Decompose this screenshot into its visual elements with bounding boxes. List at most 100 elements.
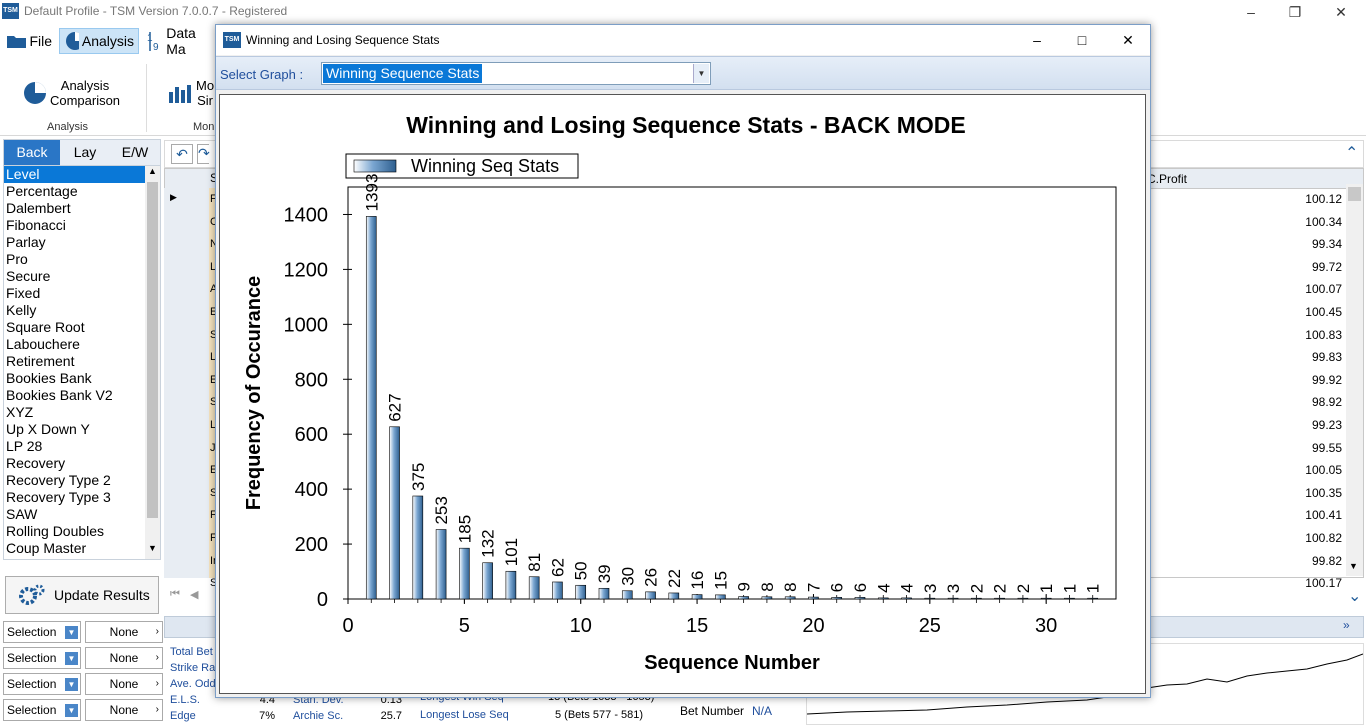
prev-page-icon[interactable]: ◀ bbox=[190, 589, 199, 601]
tab-ew[interactable]: E/W bbox=[121, 144, 149, 160]
update-results-button[interactable]: Update Results bbox=[5, 576, 159, 614]
strategy-item[interactable]: Up X Down Y bbox=[6, 421, 90, 437]
grid-cell[interactable]: N bbox=[210, 238, 218, 251]
grid-cell[interactable]: S bbox=[210, 328, 218, 341]
scroll-down-icon[interactable]: ▼ bbox=[148, 543, 157, 553]
strategy-item[interactable]: Pro bbox=[6, 251, 28, 267]
dropdown-arrow-icon[interactable]: ▼ bbox=[693, 64, 709, 83]
strategy-item[interactable]: Level bbox=[4, 166, 160, 183]
graph-select-dropdown[interactable]: Winning Sequence Stats ▼ bbox=[321, 62, 711, 85]
close-icon[interactable]: ✕ bbox=[1335, 4, 1347, 20]
selection-dropdown[interactable]: Selection ▼ bbox=[3, 647, 81, 669]
cprofit-cell[interactable]: 100.17 bbox=[1305, 576, 1342, 591]
cprofit-cell[interactable]: 100.83 bbox=[1305, 327, 1342, 342]
cprofit-cell[interactable]: 100.34 bbox=[1305, 214, 1342, 229]
strategy-list-scrollbar[interactable]: ▲ ▼ bbox=[145, 166, 160, 559]
strategy-item[interactable]: Bookies Bank bbox=[6, 370, 92, 386]
cprofit-cell[interactable]: 98.92 bbox=[1311, 395, 1342, 410]
double-chevron-down-icon[interactable]: » bbox=[1343, 618, 1350, 632]
cprofit-cell[interactable]: 100.12 bbox=[1305, 192, 1342, 206]
strategy-item[interactable]: Recovery Type 2 bbox=[6, 472, 111, 488]
scroll-thumb[interactable] bbox=[147, 182, 158, 518]
grid-scrollbar[interactable]: ▼ bbox=[1346, 184, 1363, 576]
filter-value-dropdown[interactable]: None › bbox=[85, 673, 163, 695]
cprofit-cell[interactable]: 99.34 bbox=[1311, 237, 1342, 252]
menu-data-manager[interactable]: 19 Data Ma bbox=[143, 25, 218, 57]
minimize-icon[interactable]: – bbox=[1247, 4, 1255, 20]
dialog-close-icon[interactable]: ✕ bbox=[1122, 32, 1134, 48]
restore-icon[interactable]: ❐ bbox=[1288, 4, 1302, 20]
bar-value-label: 50 bbox=[572, 561, 591, 580]
first-page-icon[interactable]: ⏮ bbox=[170, 588, 180, 600]
dialog-minimize-icon[interactable]: – bbox=[1033, 32, 1041, 48]
tab-lay[interactable]: Lay bbox=[73, 144, 97, 160]
cprofit-cell[interactable]: 99.83 bbox=[1311, 350, 1342, 365]
cprofit-cell[interactable]: 99.82 bbox=[1311, 553, 1342, 568]
scroll-down-icon[interactable]: ▼ bbox=[1349, 561, 1358, 571]
filter-value-dropdown[interactable]: None › bbox=[85, 647, 163, 669]
strategy-item[interactable]: Fibonacci bbox=[6, 217, 66, 233]
cprofit-cell[interactable]: 100.35 bbox=[1305, 485, 1342, 500]
cprofit-cell[interactable]: 99.72 bbox=[1311, 259, 1342, 274]
cprofit-cell[interactable]: 99.23 bbox=[1311, 418, 1342, 432]
collapse-up-icon[interactable]: ⌃ bbox=[1345, 145, 1359, 162]
expand-down-icon[interactable]: ⌄ bbox=[1348, 588, 1362, 605]
analysis-comparison-button[interactable]: Analysis Comparison bbox=[48, 78, 122, 108]
strategy-item[interactable]: Square Root bbox=[6, 319, 85, 335]
strategy-item[interactable]: Kelly bbox=[6, 302, 37, 318]
strategy-list[interactable]: Level Percentage Dalembert Fibonacci Parlay P… bbox=[3, 165, 161, 560]
strategy-item[interactable]: SAW bbox=[6, 506, 38, 522]
strategy-item[interactable]: Parlay bbox=[6, 234, 46, 250]
strategy-item[interactable]: XYZ bbox=[6, 404, 34, 420]
tab-back[interactable]: Back bbox=[4, 140, 60, 165]
strategy-item[interactable]: Rolling Doubles bbox=[6, 523, 105, 539]
filter-value-dropdown[interactable]: None › bbox=[85, 699, 163, 721]
selection-dropdown[interactable]: Selection ▼ bbox=[3, 699, 81, 721]
grid-cell[interactable]: L bbox=[210, 419, 217, 431]
cprofit-cell[interactable]: 99.92 bbox=[1311, 372, 1342, 387]
redo-icon[interactable]: ↷ bbox=[197, 144, 210, 164]
grid-cell[interactable]: J bbox=[210, 441, 216, 454]
filter-value-dropdown[interactable]: None › bbox=[85, 621, 163, 643]
grid-scroll-thumb[interactable] bbox=[1348, 187, 1361, 201]
grid-cell[interactable]: A bbox=[210, 283, 218, 296]
strategy-item[interactable]: Percentage bbox=[6, 183, 78, 199]
grid-cell[interactable]: S bbox=[210, 486, 218, 499]
grid-cell[interactable]: S bbox=[210, 577, 218, 590]
grid-cell[interactable]: Ir bbox=[210, 554, 217, 567]
grid-cell[interactable]: E bbox=[210, 464, 218, 477]
menu-file[interactable]: File bbox=[2, 28, 56, 54]
undo-icon[interactable]: ↶ bbox=[171, 144, 193, 164]
cprofit-cell[interactable]: 100.07 bbox=[1305, 282, 1342, 297]
strategy-item[interactable]: Secure bbox=[6, 268, 51, 284]
grid-cell[interactable]: E bbox=[210, 373, 218, 386]
cprofit-cell[interactable]: 100.45 bbox=[1305, 305, 1342, 319]
selection-dropdown[interactable]: Selection ▼ bbox=[3, 621, 81, 643]
menu-analysis[interactable]: Analysis bbox=[59, 28, 139, 54]
grid-cell[interactable]: F bbox=[210, 193, 217, 205]
strategy-item[interactable]: Recovery Type 3 bbox=[6, 489, 111, 505]
selection-dropdown[interactable]: Selection ▼ bbox=[3, 673, 81, 695]
grid-cell[interactable]: L bbox=[210, 260, 217, 273]
strategy-item[interactable]: Bookies Bank V2 bbox=[6, 387, 113, 403]
cprofit-cell[interactable]: 100.05 bbox=[1305, 463, 1342, 478]
strategy-item[interactable]: Labouchere bbox=[6, 336, 80, 352]
grid-cell[interactable]: F bbox=[210, 509, 217, 522]
cprofit-cell[interactable]: 100.82 bbox=[1305, 531, 1342, 545]
cprofit-cell[interactable]: 100.41 bbox=[1305, 508, 1342, 523]
grid-cell[interactable]: S bbox=[210, 396, 218, 409]
monte-carlo-button[interactable]: Mo Sir bbox=[196, 78, 214, 108]
strategy-item[interactable]: Retirement bbox=[6, 353, 75, 369]
grid-cell[interactable]: F bbox=[210, 532, 217, 544]
cprofit-cell[interactable]: 99.55 bbox=[1311, 440, 1342, 455]
strategy-item[interactable]: Coup Master bbox=[6, 540, 87, 556]
dialog-maximize-icon[interactable]: □ bbox=[1077, 32, 1087, 48]
strategy-item[interactable]: Dalembert bbox=[6, 200, 71, 216]
strategy-item[interactable]: LP 28 bbox=[6, 438, 43, 454]
scroll-up-icon[interactable]: ▲ bbox=[148, 166, 157, 176]
grid-cell[interactable]: C bbox=[210, 215, 218, 228]
grid-cell[interactable]: L bbox=[210, 351, 217, 364]
grid-cell[interactable]: E bbox=[210, 306, 218, 318]
strategy-item[interactable]: Fixed bbox=[6, 285, 41, 301]
strategy-item[interactable]: Recovery bbox=[6, 455, 66, 471]
